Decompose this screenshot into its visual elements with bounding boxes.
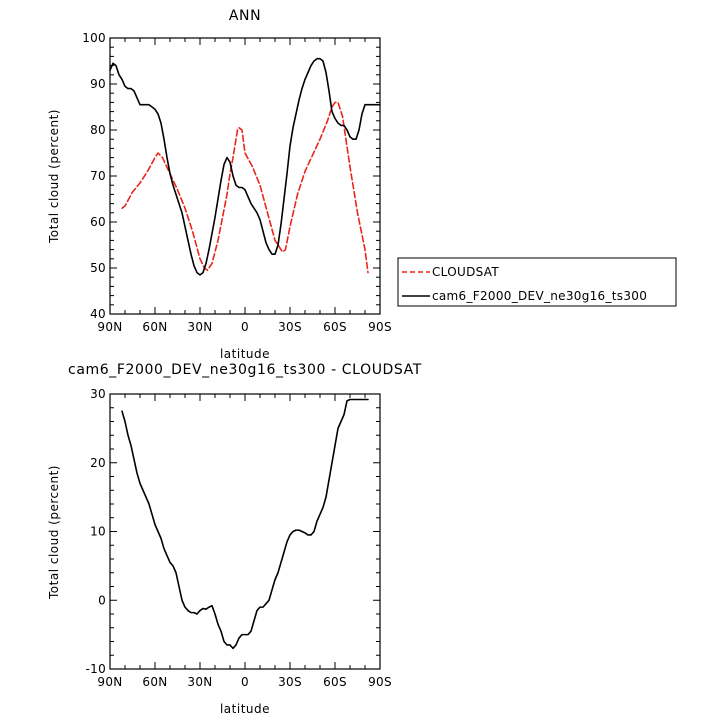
bottom-chart-y-axis-title: Total cloud (percent) — [47, 465, 61, 600]
top-chart-x-tick-label: 90N — [97, 320, 122, 334]
bottom-chart-x-tick-label: 60S — [323, 675, 347, 689]
top-chart: ANN 90N 60N 30N 0 30S 60S 90S 40 50 60 70 80 90 100 l… — [47, 8, 677, 361]
top-chart-y-tick-label: 40 — [90, 307, 106, 321]
top-chart-x-tick-label: 0 — [241, 320, 249, 334]
top-chart-x-tick-label: 90S — [368, 320, 392, 334]
bottom-chart-x-tick-label: 30S — [278, 675, 302, 689]
bottom-chart-x-tick-label: 30N — [187, 675, 212, 689]
top-chart-y-tick-label: 60 — [90, 215, 106, 229]
top-chart-y-tick-label: 90 — [90, 77, 106, 91]
top-chart-x-tick-label: 60S — [323, 320, 347, 334]
legend-label-cloudsat: CLOUDSAT — [432, 265, 499, 279]
bottom-chart-plot-frame — [109, 393, 381, 670]
bottom-chart-x-tick-label: 90N — [97, 675, 122, 689]
top-chart-title: ANN — [229, 8, 261, 24]
top-chart-y-tick-label: 80 — [90, 123, 106, 137]
top-chart-x-tick-label: 60N — [142, 320, 167, 334]
top-chart-ticks: 90N 60N 30N 0 30S 60S 90S 40 50 60 70 80 90 100 — [82, 31, 392, 334]
bottom-chart-y-tick-label: 0 — [98, 593, 106, 607]
bottom-chart-x-tick-label: 90S — [368, 675, 392, 689]
top-chart-series-group — [109, 57, 381, 276]
top-chart-y-tick-label: 100 — [82, 31, 106, 45]
top-chart-plot-frame — [109, 37, 381, 315]
top-chart-y-axis-title: Total cloud (percent) — [47, 109, 61, 244]
top-chart-y-tick-label: 70 — [90, 169, 106, 183]
bottom-chart-title: cam6_F2000_DEV_ne30g16_ts300 - CLOUDSAT — [68, 362, 422, 378]
top-chart-series-line-0 — [121, 101, 369, 274]
top-chart-series-line-1 — [109, 57, 381, 276]
bottom-chart-ticks: 90N 60N 30N 0 30S 60S 90S -10 0 10 20 30 — [86, 387, 392, 689]
legend: CLOUDSAT cam6_F2000_DEV_ne30g16_ts300 — [397, 257, 677, 307]
bottom-chart-x-tick-label: 0 — [241, 675, 249, 689]
top-chart-x-axis-title: latitude — [220, 347, 270, 361]
bottom-chart-x-axis-title: latitude — [220, 702, 270, 716]
top-chart-x-tick-label: 30N — [187, 320, 212, 334]
top-chart-y-tick-label: 50 — [90, 261, 106, 275]
legend-box — [397, 257, 677, 307]
bottom-chart-series-group — [121, 398, 369, 650]
bottom-chart-y-tick-label: 30 — [90, 387, 106, 401]
legend-label-model: cam6_F2000_DEV_ne30g16_ts300 — [432, 289, 647, 303]
bottom-chart-series-line-0 — [121, 398, 369, 650]
bottom-chart-y-tick-label: 10 — [90, 525, 106, 539]
bottom-chart-y-tick-label: 20 — [90, 456, 106, 470]
top-chart-x-tick-label: 30S — [278, 320, 302, 334]
bottom-chart-y-tick-label: -10 — [86, 662, 107, 676]
bottom-chart-x-tick-label: 60N — [142, 675, 167, 689]
bottom-chart: cam6_F2000_DEV_ne30g16_ts300 - CLOUDSAT … — [47, 362, 422, 716]
